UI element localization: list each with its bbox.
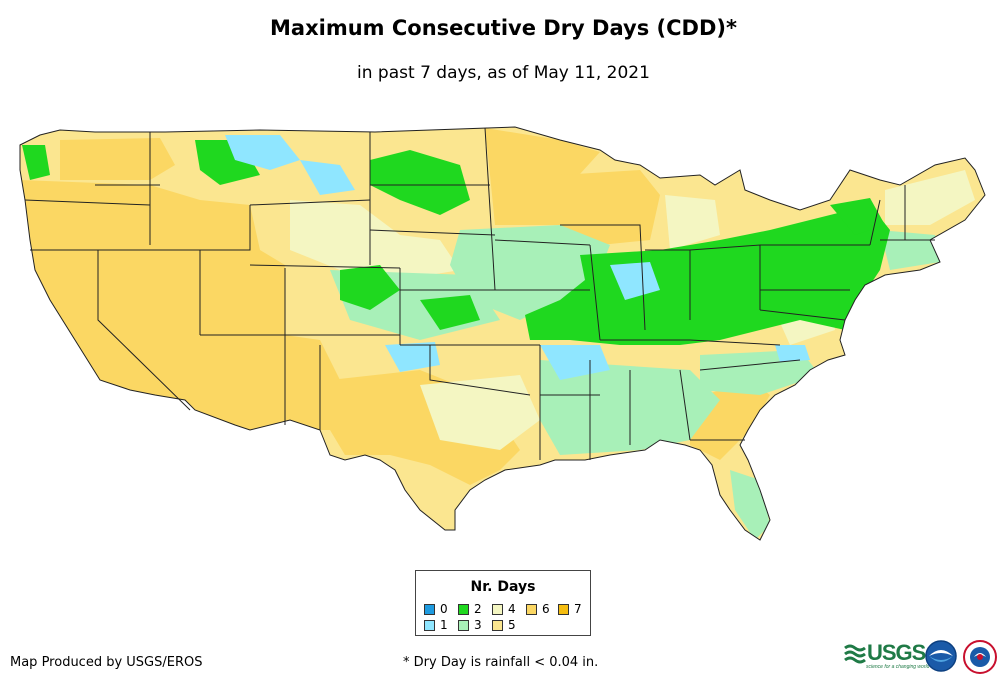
- region-2-days-colorado: [340, 265, 400, 310]
- legend-label-2: 2: [474, 602, 482, 616]
- legend-swatch-4: [492, 603, 503, 615]
- legend-swatch-1: [424, 619, 435, 631]
- region-6-days-west: [20, 180, 340, 430]
- usgs-logo: USGS science for a changing world: [844, 640, 929, 670]
- dry-day-footnote: * Dry Day is rainfall < 0.04 in.: [403, 655, 599, 670]
- legend-swatch-7: [558, 603, 569, 615]
- region-1-day-ozarks: [540, 345, 610, 380]
- map-subtitle: in past 7 days, as of May 11, 2021: [357, 63, 650, 83]
- region-1-day-ndakota: [300, 160, 355, 195]
- legend-swatch-0: [424, 603, 435, 615]
- legend-label-7: 7: [574, 602, 582, 616]
- region-2-days-maine: [830, 198, 885, 235]
- usgs-wave-icon: [844, 644, 866, 664]
- region-2-days-kansas: [420, 295, 480, 330]
- region-2-days-dakotas: [370, 150, 470, 215]
- legend-item-7: 7: [558, 602, 582, 616]
- nws-logo-icon: [963, 640, 997, 674]
- map-credit: Map Produced by USGS/EROS: [10, 655, 203, 670]
- region-3-days-midwest: [450, 225, 610, 320]
- region-2-days-washington: [22, 145, 50, 180]
- region-1-day-illinois: [610, 262, 660, 300]
- region-1-day-carolina: [775, 345, 810, 362]
- region-2-days-east: [525, 205, 890, 345]
- region-4-days-texas: [420, 375, 540, 450]
- legend-item-3: 3: [458, 618, 482, 632]
- legend-label-4: 4: [508, 602, 516, 616]
- legend-label-0: 0: [440, 602, 448, 616]
- legend-swatch-2: [458, 603, 469, 615]
- legend-label-6: 6: [542, 602, 550, 616]
- legend-label-5: 5: [508, 618, 516, 632]
- legend-item-1: 1: [424, 618, 448, 632]
- us-land: [20, 127, 985, 540]
- legend-item-6: 6: [526, 602, 550, 616]
- state-boundaries: [19, 126, 986, 541]
- legend-item-2: 2: [458, 602, 482, 616]
- region-1-day-montana: [225, 135, 300, 170]
- region-6-days-minnesota: [485, 128, 600, 225]
- legend-item-5: 5: [492, 618, 516, 632]
- region-4-days-northeast: [885, 170, 975, 225]
- usgs-tagline: science for a changing world: [866, 664, 930, 670]
- noaa-logo-icon: [925, 640, 957, 672]
- legend-item-4: 4: [492, 602, 516, 616]
- region-4-days-plains: [290, 200, 460, 280]
- legend-label-3: 3: [474, 618, 482, 632]
- usgs-wordmark: USGS: [867, 640, 926, 665]
- legend-title: Nr. Days: [470, 579, 536, 595]
- legend-swatch-5: [492, 619, 503, 631]
- legend-swatch-3: [458, 619, 469, 631]
- region-6-days-northwest: [60, 138, 175, 180]
- region-3-days-florida: [730, 470, 770, 540]
- legend-item-0: 0: [424, 602, 448, 616]
- legend-label-1: 1: [440, 618, 448, 632]
- region-1-day-oklahoma: [385, 342, 440, 372]
- legend-swatch-6: [526, 603, 537, 615]
- map-legend: Nr. Days 0 1 2 3 4 5 6 7: [415, 570, 591, 636]
- map-title: Maximum Consecutive Dry Days (CDD)*: [270, 16, 737, 40]
- region-6-days-wisconsin: [560, 170, 660, 245]
- region-4-days-michigan: [665, 195, 720, 250]
